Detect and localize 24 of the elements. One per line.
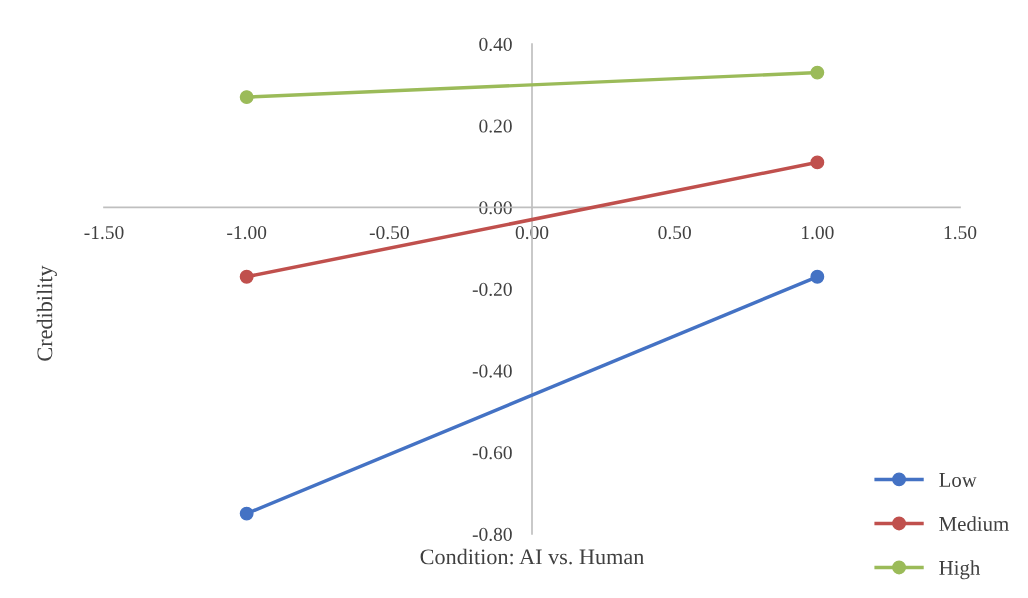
x-tick-label: 1.50 — [944, 225, 977, 240]
x-tick-label: 1.00 — [802, 225, 834, 240]
legend-label: Medium — [939, 516, 1009, 531]
point — [810, 65, 825, 80]
x-tick-label: -1.50 — [84, 225, 124, 240]
x-tick-label: 0.50 — [658, 225, 691, 240]
y-axis-title: Credibility — [36, 265, 57, 361]
point — [239, 506, 254, 521]
y-tick-label: -0.80 — [472, 527, 512, 542]
point — [810, 269, 825, 284]
y-tick-label: 0.20 — [479, 119, 512, 133]
y-tick-label: -0.60 — [472, 446, 512, 460]
x-tick-label: -0.50 — [369, 225, 409, 240]
legend-label: High — [939, 560, 981, 580]
point — [810, 155, 825, 170]
legend-label: Low — [939, 473, 977, 487]
point — [239, 90, 254, 105]
point — [239, 269, 254, 284]
y-tick-label: -0.40 — [472, 364, 512, 378]
x-axis-title: Condition: AI vs. Human — [420, 548, 645, 565]
x-tick-label: 0.00 — [515, 225, 549, 240]
x-tick-label: -1.00 — [227, 225, 267, 240]
y-tick-label: 0.40 — [479, 37, 512, 52]
y-tick-label: -0.20 — [472, 282, 512, 297]
